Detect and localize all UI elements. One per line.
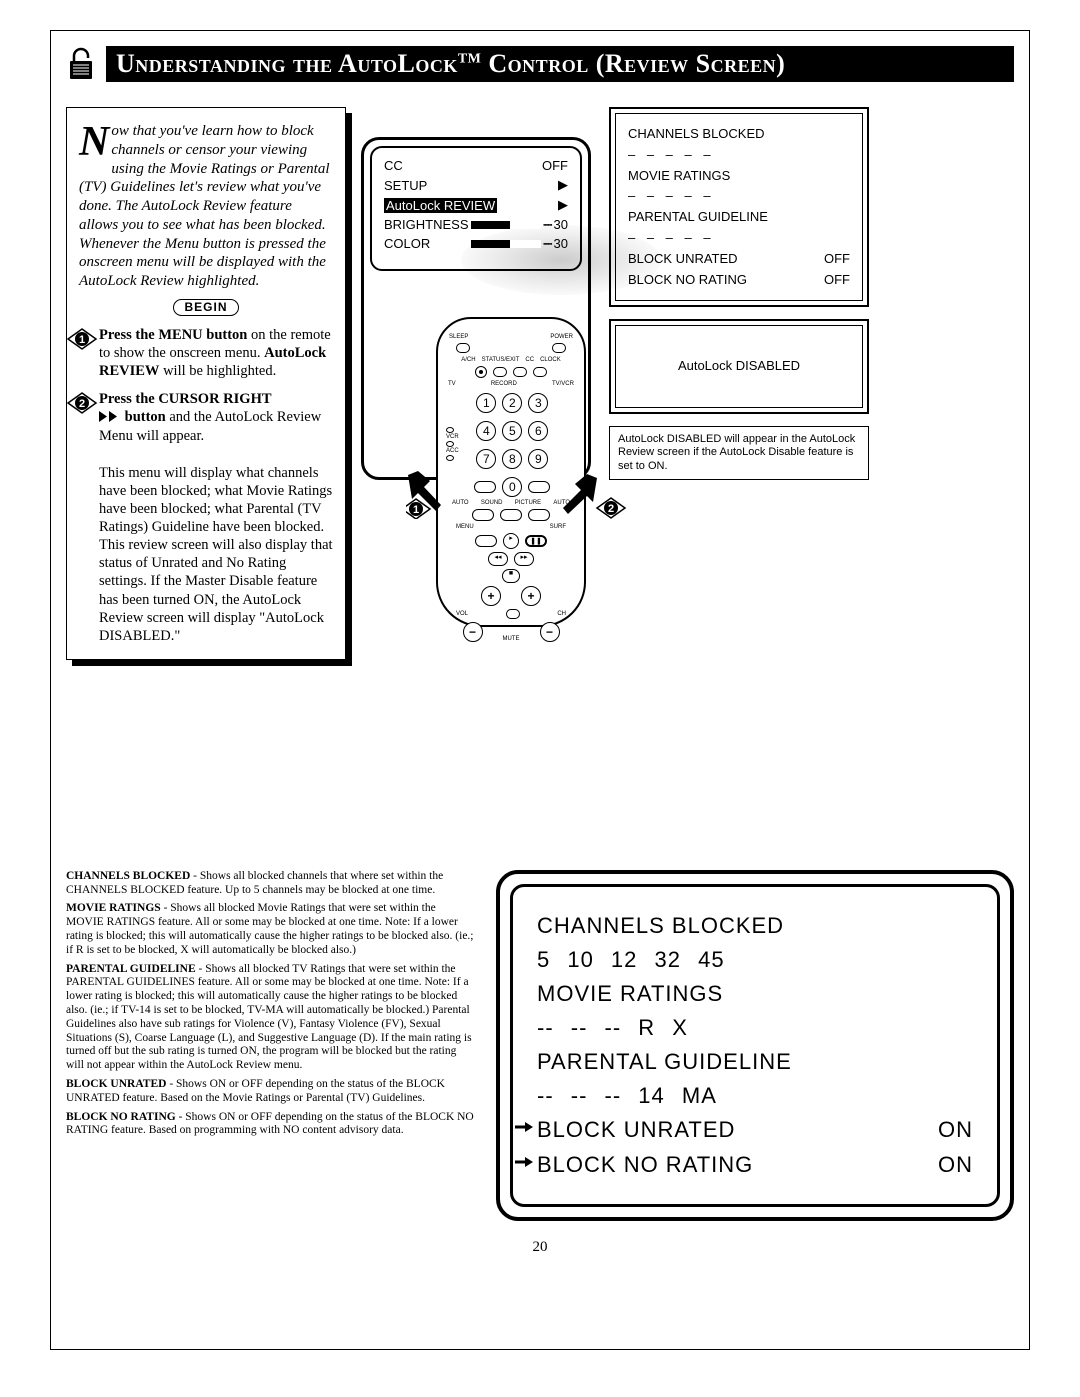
page-title: Understanding the AutoLockTM Control (Re… [106,46,1014,82]
main-columns: Now that you've learn how to block chann… [66,107,1014,660]
step-2-text: Press the CURSOR RIGHT button and the Au… [99,390,333,645]
big-review-screen: CHANNELS BLOCKED 5 10 12 32 45 MOVIE RAT… [496,870,1014,1221]
begin-label: BEGIN [173,299,238,316]
bs-l1: CHANNELS BLOCKED [537,909,973,943]
page-number: 20 [66,1239,1014,1256]
remote-key-2: 2 [502,393,522,413]
definitions: CHANNELS BLOCKED - Shows all blocked cha… [66,870,476,1143]
remote-pause-button: ❚❚ [525,535,547,547]
step-number-1: 1 [71,328,93,350]
bs-l2: 5 10 12 32 45 [537,943,973,977]
rb-l2: – – – – – [628,145,850,166]
note-box: AutoLock DISABLED will appear in the Aut… [609,426,869,480]
remote-key-1: 1 [476,393,496,413]
title-pre: Understanding the AutoLock [116,49,458,78]
header: Understanding the AutoLockTM Control (Re… [66,46,1014,82]
instruction-box: Now that you've learn how to block chann… [66,107,346,660]
right-column: CCOFF SETUP▶ AutoLock REVIEW▶ BRIGHTNESS… [361,107,1014,492]
rb-l4: – – – – – [628,186,850,207]
remote-menu-button [475,535,497,547]
rb-l5: PARENTAL GUIDELINE [628,207,850,228]
remote-key-0: 0 [502,477,522,497]
svg-text:2: 2 [79,398,85,410]
arrow-right-icon [515,1119,533,1135]
callout-2: 2 [561,472,631,522]
remote-key-4: 4 [476,421,496,441]
menu-row-autolock: AutoLock REVIEW▶ [384,197,568,213]
review-screen-small: CHANNELS BLOCKED – – – – – MOVIE RATINGS… [609,107,869,307]
title-post: Control (Review Screen) [481,49,785,78]
bs-l4: -- -- -- R X [537,1011,973,1045]
disabled-screen: AutoLock DISABLED [609,319,869,414]
bottom-section: CHANNELS BLOCKED - Shows all blocked cha… [66,870,1014,1221]
intro-body: ow that you've learn how to block channe… [79,123,330,289]
step-1-text: Press the MENU button on the remote to s… [99,326,333,380]
bs-l6: -- -- -- 14 MA [537,1079,973,1113]
bs-r2: BLOCK NO RATING ON [537,1148,973,1182]
arrow-right-icon [515,1154,533,1170]
svg-text:1: 1 [79,334,85,346]
disabled-text: AutoLock DISABLED [616,356,862,377]
bs-r1: BLOCK UNRATED ON [537,1113,973,1147]
remote-key-7: 7 [476,449,496,469]
remote-key-3: 3 [528,393,548,413]
lock-icon [66,47,96,82]
dropcap: N [79,126,109,160]
menu-row-color: COLOR●●●●●●30 [384,236,568,251]
title-tm: TM [458,51,482,66]
svg-text:2: 2 [608,503,614,515]
menu-row-brightness: BRIGHTNESS●●●●●●30 [384,217,568,232]
bs-l3: MOVIE RATINGS [537,977,973,1011]
callout-1: 1 [406,469,466,519]
remote-control: SLEEPPOWER A/CHSTATUS/EXITCCCLOCK TVRECO… [436,317,606,637]
rb-l6: – – – – – [628,228,850,249]
intro-text: Now that you've learn how to block chann… [79,122,333,291]
bs-l5: PARENTAL GUIDELINE [537,1045,973,1079]
remote-key-5: 5 [502,421,522,441]
rb-l3: MOVIE RATINGS [628,166,850,187]
remote-key-9: 9 [528,449,548,469]
menu-row-setup: SETUP▶ [384,177,568,193]
step-2: 2 Press the CURSOR RIGHT button and the … [79,390,333,645]
menu-row-cc: CCOFF [384,158,568,173]
rb-l1: CHANNELS BLOCKED [628,124,850,145]
step-1: 1 Press the MENU button on the remote to… [79,326,333,380]
rb-r1: BLOCK UNRATEDOFF [628,249,850,270]
step-number-2: 2 [71,392,93,414]
left-column: Now that you've learn how to block chann… [66,107,346,660]
remote-key-8: 8 [502,449,522,469]
page-border: Understanding the AutoLockTM Control (Re… [50,30,1030,1350]
rb-r2: BLOCK NO RATINGOFF [628,270,850,291]
arrow-right-icon: ▶ [558,197,568,213]
cursor-right-icon [99,409,121,427]
svg-text:1: 1 [413,504,419,516]
remote-key-6: 6 [528,421,548,441]
side-screens: CHANNELS BLOCKED – – – – – MOVIE RATINGS… [609,107,869,480]
arrow-right-icon: ▶ [558,177,568,193]
